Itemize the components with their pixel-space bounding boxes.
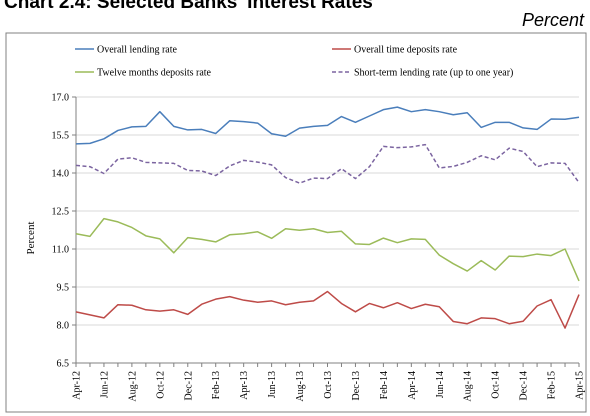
series-line-1 xyxy=(75,106,580,145)
x-tick-label: Oct-12 xyxy=(155,371,166,399)
x-tick-label: Aug-12 xyxy=(127,371,138,402)
x-tick-label: Dec-14 xyxy=(519,371,530,400)
y-tick-label: 11.0 xyxy=(52,245,69,256)
x-tick-label: Dec-13 xyxy=(351,371,362,400)
y-axis-ticks: 6.5 8.0 9.5 11.0 12.5 14.0 15.5 17.0 xyxy=(52,93,76,370)
legend-label: Overall time deposits rate xyxy=(354,45,458,56)
chart-frame xyxy=(5,32,587,413)
y-tick-label: 15.5 xyxy=(52,131,70,142)
x-tick-label: Jun-13 xyxy=(267,371,278,398)
legend-label: Short-term lending rate (up to one year) xyxy=(354,68,513,79)
x-tick-label: Dec-12 xyxy=(183,371,194,400)
x-tick-label: Apr-13 xyxy=(239,371,250,400)
x-tick-label: Jun-12 xyxy=(99,371,110,398)
x-tick-label: Oct-14 xyxy=(491,371,502,399)
x-tick-label: Aug-13 xyxy=(295,371,306,402)
y-tick-label: 6.5 xyxy=(57,359,70,370)
x-tick-label: Apr-14 xyxy=(407,371,418,400)
x-tick-label: Apr-12 xyxy=(72,371,83,400)
x-tick-label: Jun-14 xyxy=(435,371,446,398)
x-tick-label: Oct-13 xyxy=(323,371,334,399)
y-tick-label: 14.0 xyxy=(52,169,70,180)
y-axis-title: Percent xyxy=(25,222,37,255)
chart-title: Chart 2.4: Selected Banks' Interest Rate… xyxy=(4,0,373,13)
x-tick-label: Aug-14 xyxy=(463,371,474,402)
legend: Overall lending rate Overall time deposit… xyxy=(75,45,513,79)
y-tick-label: 12.5 xyxy=(52,207,70,218)
x-tick-label: Feb-14 xyxy=(379,371,390,399)
series-line-4 xyxy=(75,143,580,184)
y-tick-label: 17.0 xyxy=(52,93,70,104)
y-tick-label: 8.0 xyxy=(57,321,70,332)
gridlines xyxy=(76,96,579,326)
x-tick-label: Apr-15 xyxy=(575,371,586,400)
x-tick-label: Feb-15 xyxy=(547,371,558,399)
series-line-2 xyxy=(75,290,580,329)
x-tick-label: Feb-13 xyxy=(211,371,222,399)
series-layer xyxy=(75,106,580,329)
x-axis-ticks: Apr-12 Jun-12 Aug-12 Oct-12 Dec-12 Feb-13 Apr-… xyxy=(72,363,586,402)
series-line-3 xyxy=(75,217,580,282)
y-tick-label: 9.5 xyxy=(57,283,70,294)
unit-label: Percent xyxy=(521,10,584,30)
legend-label: Overall lending rate xyxy=(97,45,178,56)
legend-label: Twelve months deposits rate xyxy=(97,68,212,79)
